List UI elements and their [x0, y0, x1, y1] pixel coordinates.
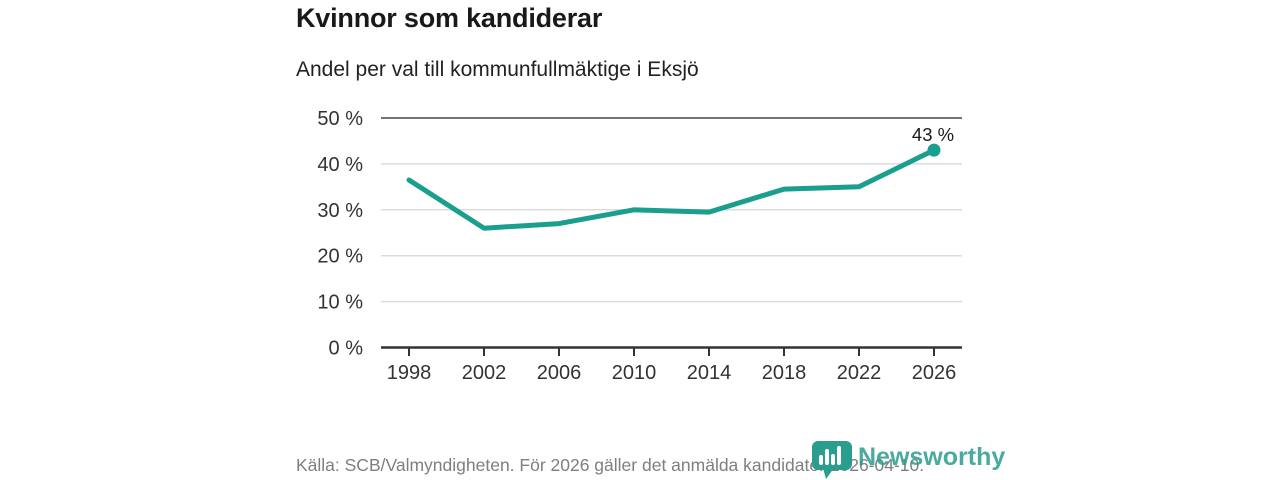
newsworthy-pin-chart-icon	[812, 441, 852, 479]
bar-glyph	[819, 455, 823, 465]
x-tick-label: 2002	[462, 362, 507, 384]
x-tick-label: 2018	[762, 362, 807, 384]
y-tick-label: 20 %	[317, 246, 363, 268]
y-tick-label: 10 %	[317, 292, 363, 314]
line-series	[406, 147, 937, 231]
newsworthy-logo: Newsworthy	[811, 440, 1005, 480]
bar-glyph	[831, 454, 835, 465]
end-point-label: 43 %	[912, 124, 954, 145]
chart-title: Kvinnor som kandiderar	[296, 3, 603, 33]
x-tick-label: 2014	[687, 362, 732, 384]
source-note: Källa: SCB/Valmyndigheten. För 2026 gäll…	[296, 455, 925, 475]
y-tick-label: 30 %	[317, 200, 363, 222]
line-chart: 1998 2002 2006 2010 2014 2018 2022 2026 0 % 10 % 2…	[317, 108, 962, 384]
x-tick-label: 2022	[837, 362, 882, 384]
newsworthy-wordmark: Newsworthy	[858, 443, 1006, 471]
chart-subtitle: Andel per val till kommunfullmäktige i E…	[296, 58, 699, 81]
y-tick-label: 50 %	[317, 108, 363, 130]
x-tick-label: 1998	[387, 362, 432, 384]
bar-glyph	[825, 449, 829, 465]
x-tick-label: 2010	[612, 362, 657, 384]
x-tick-label: 2006	[537, 362, 582, 384]
x-tick-label: 2026	[912, 362, 957, 384]
y-tick-label: 40 %	[317, 154, 363, 176]
y-tick-label: 0 %	[329, 338, 364, 360]
bar-glyph	[837, 446, 841, 465]
end-point-marker	[927, 143, 941, 157]
